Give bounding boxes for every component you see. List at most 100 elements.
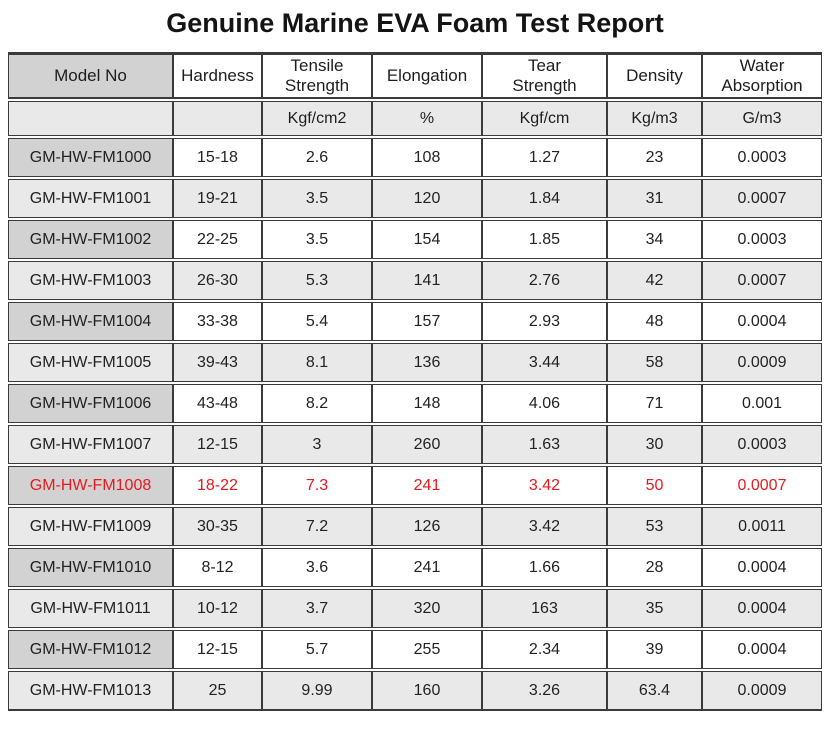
- table-row: GM-HW-FM1002 22-25 3.5 154 1.85 34 0.0003: [8, 220, 822, 259]
- density-value-cell: 71: [607, 384, 702, 423]
- density-value-cell: 34: [607, 220, 702, 259]
- tear-value-cell: 1.63: [482, 425, 607, 464]
- column-header-model-no: Model No: [8, 52, 173, 99]
- column-header-tensile-strength: Tensile Strength: [262, 52, 372, 99]
- tensile-value-cell: 2.6: [262, 138, 372, 177]
- water-value-cell: 0.0007: [702, 261, 822, 300]
- table-row: GM-HW-FM1004 33-38 5.4 157 2.93 48 0.0004: [8, 302, 822, 341]
- column-header-tear-strength: Tear Strength: [482, 52, 607, 99]
- tear-value-cell: 1.66: [482, 548, 607, 587]
- density-value-cell: 31: [607, 179, 702, 218]
- tensile-value-cell: 3.5: [262, 220, 372, 259]
- table-row: GM-HW-FM1003 26-30 5.3 141 2.76 42 0.0007: [8, 261, 822, 300]
- water-value-cell: 0.0009: [702, 343, 822, 382]
- density-value-cell: 58: [607, 343, 702, 382]
- model-cell: GM-HW-FM1001: [8, 179, 173, 218]
- tensile-value-cell: 3.5: [262, 179, 372, 218]
- model-cell: GM-HW-FM1009: [8, 507, 173, 546]
- model-cell: GM-HW-FM1012: [8, 630, 173, 669]
- elongation-value-cell: 255: [372, 630, 482, 669]
- water-value-cell: 0.0004: [702, 302, 822, 341]
- elongation-value-cell: 126: [372, 507, 482, 546]
- water-value-cell: 0.0003: [702, 138, 822, 177]
- water-value-cell: 0.0004: [702, 630, 822, 669]
- page-title: Genuine Marine EVA Foam Test Report: [166, 8, 664, 38]
- elongation-value-cell: 136: [372, 343, 482, 382]
- table-row: GM-HW-FM1000 15-18 2.6 108 1.27 23 0.0003: [8, 138, 822, 177]
- water-value-cell: 0.0003: [702, 220, 822, 259]
- unit-cell-tensile-strength: Kgf/cm2: [262, 101, 372, 136]
- elongation-value-cell: 260: [372, 425, 482, 464]
- elongation-value-cell: 160: [372, 671, 482, 711]
- tear-value-cell: 3.42: [482, 507, 607, 546]
- model-cell: GM-HW-FM1003: [8, 261, 173, 300]
- water-value-cell: 0.0003: [702, 425, 822, 464]
- header-row: Model No Hardness Tensile Strength Elong…: [8, 52, 822, 99]
- density-value-cell: 30: [607, 425, 702, 464]
- elongation-value-cell: 157: [372, 302, 482, 341]
- unit-cell-hardness: [173, 101, 262, 136]
- hardness-value-cell: 26-30: [173, 261, 262, 300]
- hardness-value-cell: 10-12: [173, 589, 262, 628]
- tensile-value-cell: 3.7: [262, 589, 372, 628]
- elongation-value-cell: 320: [372, 589, 482, 628]
- water-value-cell: 0.0011: [702, 507, 822, 546]
- hardness-value-cell: 30-35: [173, 507, 262, 546]
- tear-value-cell: 2.76: [482, 261, 607, 300]
- hardness-value-cell: 12-15: [173, 630, 262, 669]
- density-value-cell: 48: [607, 302, 702, 341]
- water-value-cell: 0.0007: [702, 466, 822, 505]
- tear-value-cell: 3.26: [482, 671, 607, 711]
- table-body: GM-HW-FM1000 15-18 2.6 108 1.27 23 0.0003 GM-HW…: [8, 138, 822, 711]
- unit-cell-water-absorption: G/m3: [702, 101, 822, 136]
- water-value-cell: 0.0004: [702, 589, 822, 628]
- column-header-water-absorption: Water Absorption: [702, 52, 822, 99]
- table-row: GM-HW-FM1009 30-35 7.2 126 3.42 53 0.0011: [8, 507, 822, 546]
- tensile-value-cell: 5.3: [262, 261, 372, 300]
- hardness-value-cell: 12-15: [173, 425, 262, 464]
- hardness-value-cell: 8-12: [173, 548, 262, 587]
- elongation-value-cell: 148: [372, 384, 482, 423]
- tear-value-cell: 2.93: [482, 302, 607, 341]
- tensile-value-cell: 9.99: [262, 671, 372, 711]
- tear-value-cell: 1.27: [482, 138, 607, 177]
- table-row: GM-HW-FM1012 12-15 5.7 255 2.34 39 0.0004: [8, 630, 822, 669]
- density-value-cell: 35: [607, 589, 702, 628]
- tear-value-cell: 1.85: [482, 220, 607, 259]
- elongation-value-cell: 154: [372, 220, 482, 259]
- density-value-cell: 50: [607, 466, 702, 505]
- water-value-cell: 0.0007: [702, 179, 822, 218]
- density-value-cell: 42: [607, 261, 702, 300]
- hardness-value-cell: 15-18: [173, 138, 262, 177]
- hardness-value-cell: 33-38: [173, 302, 262, 341]
- hardness-value-cell: 18-22: [173, 466, 262, 505]
- model-cell: GM-HW-FM1000: [8, 138, 173, 177]
- hardness-value-cell: 25: [173, 671, 262, 711]
- unit-cell-elongation: %: [372, 101, 482, 136]
- elongation-value-cell: 141: [372, 261, 482, 300]
- model-cell: GM-HW-FM1013: [8, 671, 173, 711]
- model-cell: GM-HW-FM1004: [8, 302, 173, 341]
- hardness-value-cell: 39-43: [173, 343, 262, 382]
- test-report-table: Model No Hardness Tensile Strength Elong…: [8, 50, 822, 713]
- column-header-elongation: Elongation: [372, 52, 482, 99]
- table-row: GM-HW-FM1005 39-43 8.1 136 3.44 58 0.0009: [8, 343, 822, 382]
- table-row: GM-HW-FM1008 18-22 7.3 241 3.42 50 0.0007: [8, 466, 822, 505]
- tear-value-cell: 3.44: [482, 343, 607, 382]
- model-cell: GM-HW-FM1005: [8, 343, 173, 382]
- model-cell: GM-HW-FM1006: [8, 384, 173, 423]
- tensile-value-cell: 7.2: [262, 507, 372, 546]
- elongation-value-cell: 241: [372, 466, 482, 505]
- elongation-value-cell: 120: [372, 179, 482, 218]
- table-row: GM-HW-FM1011 10-12 3.7 320 163 35 0.0004: [8, 589, 822, 628]
- tear-value-cell: 2.34: [482, 630, 607, 669]
- tensile-value-cell: 8.1: [262, 343, 372, 382]
- density-value-cell: 23: [607, 138, 702, 177]
- tear-value-cell: 3.42: [482, 466, 607, 505]
- tensile-value-cell: 3.6: [262, 548, 372, 587]
- table-row: GM-HW-FM1001 19-21 3.5 120 1.84 31 0.0007: [8, 179, 822, 218]
- tensile-value-cell: 7.3: [262, 466, 372, 505]
- unit-cell-model-no: [8, 101, 173, 136]
- hardness-value-cell: 22-25: [173, 220, 262, 259]
